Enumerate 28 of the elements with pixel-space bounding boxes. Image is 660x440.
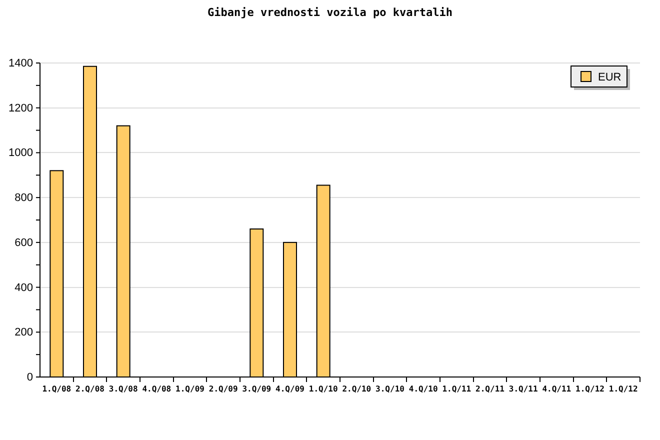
- x-tick-label: 1.Q/08: [42, 384, 72, 394]
- x-tick-label: 2.Q/10: [342, 384, 372, 394]
- chart-title: Gibanje vrednosti vozila po kvartalih: [207, 6, 453, 19]
- y-tick-label: 1000: [8, 147, 33, 160]
- y-tick-label: 600: [14, 236, 33, 249]
- x-tick-label: 1.Q/11: [442, 384, 472, 394]
- x-tick-label: 4.Q/10: [408, 384, 438, 394]
- legend-label: EUR: [598, 72, 622, 84]
- x-tick-label: 4.Q/08: [142, 384, 172, 394]
- x-tick-label: 2.Q/09: [208, 384, 238, 394]
- x-tick-label: 3.Q/09: [242, 384, 272, 394]
- y-tick-label: 1400: [8, 58, 33, 70]
- y-tick-label: 0: [26, 372, 33, 384]
- x-tick-label: 3.Q/11: [508, 384, 538, 394]
- x-tick-label: 2.Q/11: [476, 384, 505, 394]
- y-tick-label: 800: [14, 192, 33, 204]
- x-tick-label: 3.Q/08: [108, 384, 138, 394]
- x-tick-label: 4.Q/11: [542, 384, 572, 394]
- y-tick-label: 400: [14, 282, 33, 294]
- x-tick-label: 3.Q/10: [376, 384, 405, 394]
- x-tick-label: 1.Q/09: [176, 384, 205, 394]
- y-tick-label: 200: [14, 326, 33, 339]
- x-tick-label: 1.Q/10: [308, 384, 338, 394]
- x-tick-label: 1.Q/12: [576, 384, 605, 394]
- x-tick-label: 1.Q/12: [608, 384, 638, 394]
- x-tick-label: 2.Q/08: [76, 384, 105, 394]
- x-tick-label: 4.Q/09: [276, 384, 305, 394]
- y-tick-label: 1200: [8, 102, 33, 114]
